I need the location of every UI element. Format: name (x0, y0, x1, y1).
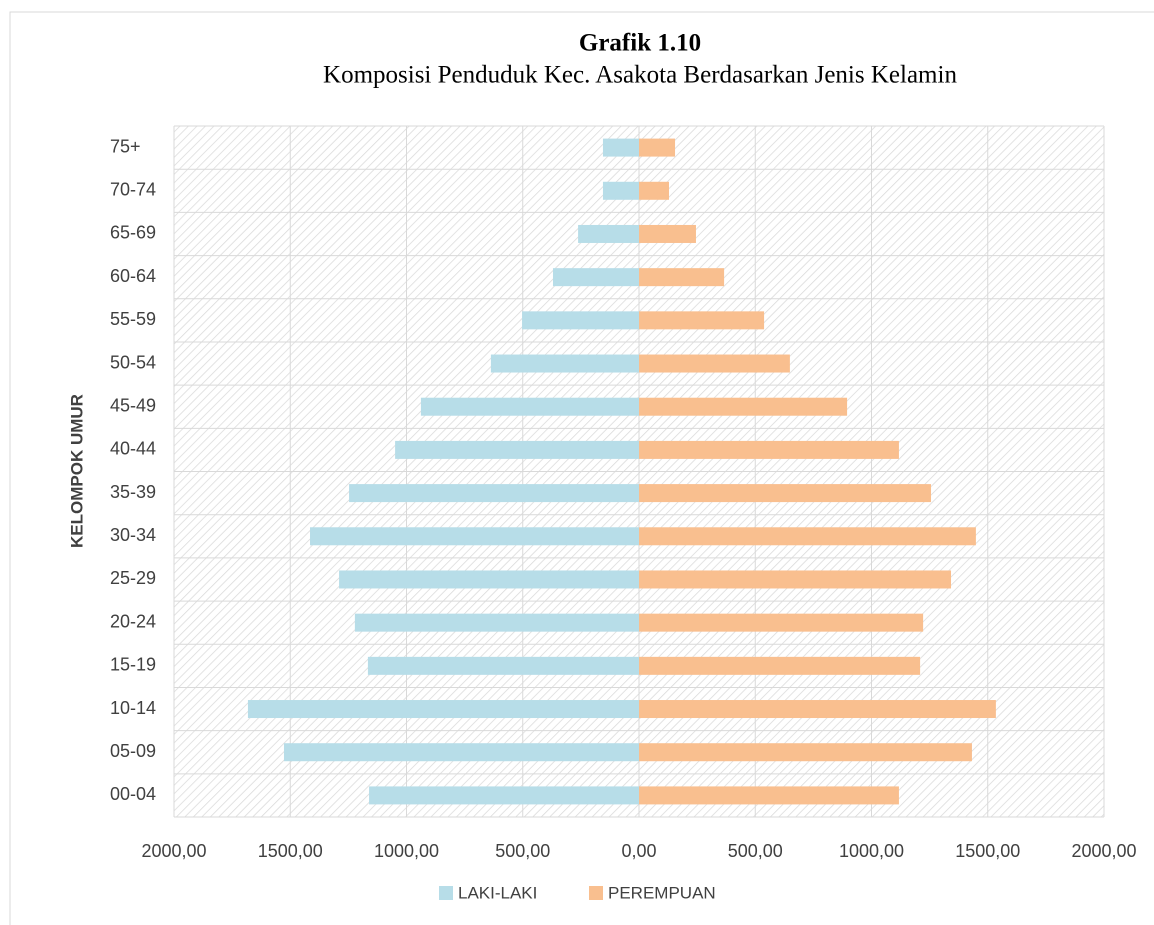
bar (639, 224, 696, 243)
y-tick-label: 25-29 (110, 568, 156, 588)
legend-label: LAKI-LAKI (458, 883, 537, 902)
bar (522, 311, 639, 330)
y-tick-label: 75+ (110, 136, 141, 156)
y-tick-label: 05-09 (110, 741, 156, 761)
y-tick-label: 40-44 (110, 439, 156, 459)
bar (639, 527, 976, 546)
x-tick-label: 500,00 (728, 841, 783, 861)
x-tick-label: 500,00 (495, 841, 550, 861)
bar (639, 354, 790, 373)
y-tick-label: 00-04 (110, 784, 156, 804)
y-tick-label: 65-69 (110, 223, 156, 243)
x-tick-label: 2000,00 (1071, 841, 1136, 861)
bar (310, 527, 639, 546)
x-tick-label: 1000,00 (839, 841, 904, 861)
x-tick-label: 1500,00 (955, 841, 1020, 861)
bar (639, 743, 972, 762)
bar (339, 570, 639, 589)
bar (283, 743, 639, 762)
bar (639, 700, 996, 719)
bar (354, 613, 639, 632)
bar (602, 181, 639, 200)
bar (349, 484, 639, 503)
x-tick-label: 1000,00 (374, 841, 439, 861)
y-tick-label: 45-49 (110, 395, 156, 415)
bar (639, 138, 676, 157)
legend-swatch (589, 886, 603, 900)
y-tick-label: 60-64 (110, 266, 156, 286)
y-tick-label: 55-59 (110, 309, 156, 329)
bar (552, 268, 639, 287)
bar (247, 700, 639, 719)
y-tick-label: 30-34 (110, 525, 156, 545)
bar (639, 570, 952, 589)
bar (367, 656, 639, 675)
y-tick-label: 20-24 (110, 611, 156, 631)
y-tick-label: 35-39 (110, 482, 156, 502)
y-axis-title: KELOMPOK UMUR (67, 394, 86, 548)
chart-title: Grafik 1.10 (579, 30, 701, 57)
bar (490, 354, 639, 373)
y-tick-label: 10-14 (110, 698, 156, 718)
x-tick-label: 1500,00 (258, 841, 323, 861)
bar (639, 484, 932, 503)
bar (639, 311, 765, 330)
x-tick-label: 0,00 (621, 841, 656, 861)
bar (578, 224, 639, 243)
chart-border (9, 11, 1154, 925)
bar (639, 613, 924, 632)
x-tick-label: 2000,00 (141, 841, 206, 861)
bar (369, 786, 639, 805)
bar (639, 181, 669, 200)
bar (639, 786, 899, 805)
y-tick-label: 15-19 (110, 655, 156, 675)
bar (639, 268, 725, 287)
bar (602, 138, 639, 157)
legend-label: PEREMPUAN (608, 883, 716, 902)
legend-swatch (439, 886, 453, 900)
y-tick-label: 50-54 (110, 352, 156, 372)
bar (639, 656, 921, 675)
bar (395, 440, 639, 459)
chart-subtitle: Komposisi Penduduk Kec. Asakota Berdasar… (323, 62, 957, 89)
y-tick-label: 70-74 (110, 180, 156, 200)
bar (639, 440, 899, 459)
bar (639, 397, 848, 416)
bar (420, 397, 639, 416)
